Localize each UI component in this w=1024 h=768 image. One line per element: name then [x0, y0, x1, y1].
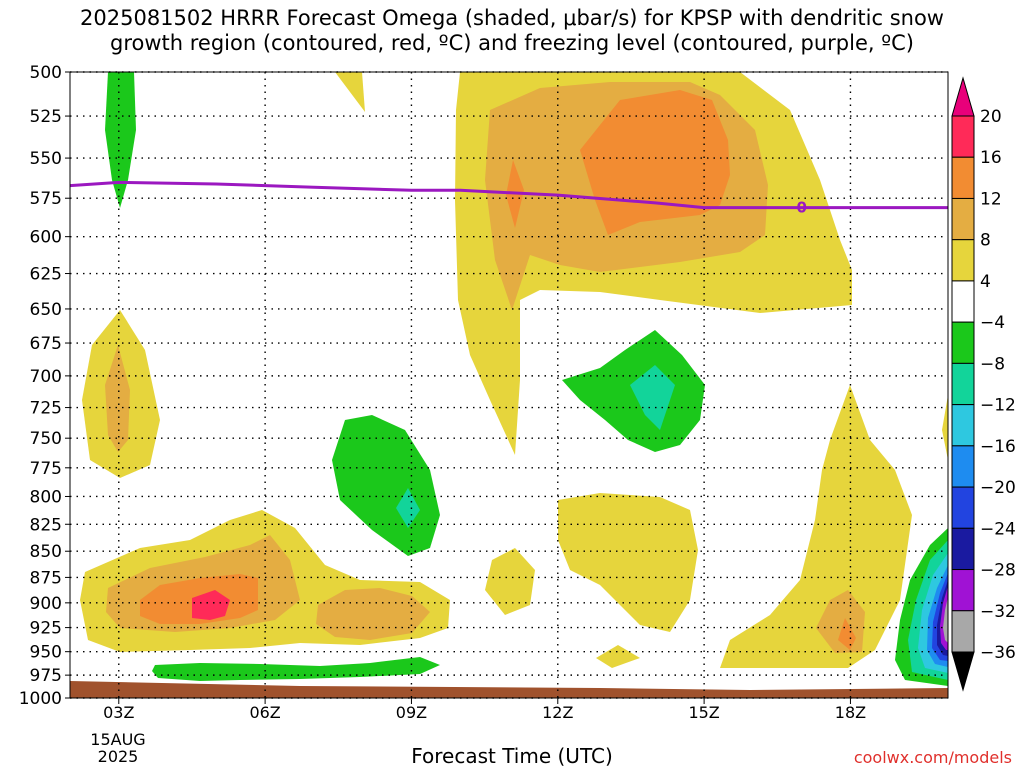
omega-region-positive — [192, 590, 230, 620]
omega-region-negative — [943, 597, 948, 643]
omega-region-negative — [105, 72, 136, 208]
y-tick-label: 875 — [30, 568, 62, 588]
y-tick-label: 675 — [30, 334, 62, 354]
grid — [70, 71, 948, 699]
date-line-2: 2025 — [98, 747, 139, 766]
colorbar-swatch — [951, 569, 975, 612]
colorbar-level-label: −8 — [980, 354, 1005, 374]
colorbar-swatch — [951, 321, 975, 364]
x-tick-label: 15Z — [688, 703, 719, 722]
colorbar-level-label: 12 — [980, 189, 1002, 209]
y-tick-label: 775 — [30, 459, 62, 479]
y-tick-label: 525 — [30, 107, 62, 127]
colorbar-swatch — [951, 362, 975, 406]
omega-region-positive — [558, 493, 698, 632]
omega-region-negative — [332, 415, 440, 556]
y-tick-label: 975 — [30, 666, 62, 686]
colorbar-swatch — [951, 445, 975, 488]
omega-region-negative — [630, 365, 675, 430]
omega-region-positive — [942, 395, 948, 460]
colorbar-top-arrow — [951, 76, 975, 117]
omega-region-negative — [152, 657, 440, 681]
colorbar-level-label: −32 — [980, 602, 1016, 622]
x-tick-label: 09Z — [396, 703, 427, 722]
colorbar-swatch — [951, 527, 975, 571]
y-axis: 500 525 550 575 600 625 650 675 700 725 750 775 800 8… — [19, 63, 70, 709]
colorbar-swatch — [951, 115, 975, 158]
freezing-level-line — [69, 180, 948, 210]
y-tick-label: 750 — [30, 429, 62, 449]
colorbar-level-label: −20 — [980, 478, 1016, 498]
y-tick-label: 1000 — [19, 689, 62, 709]
y-tick-label: 900 — [30, 594, 62, 614]
title-line-2: growth region (contoured, red, ºC) and f… — [110, 31, 914, 55]
date-line-1: 15AUG — [90, 730, 145, 749]
omega-region-negative — [396, 488, 420, 528]
y-tick-label: 600 — [30, 228, 62, 248]
y-tick-label: 700 — [30, 367, 62, 387]
colorbar-level-label: −4 — [980, 313, 1005, 333]
y-tick-label: 850 — [30, 542, 62, 562]
colorbar-swatch — [951, 610, 975, 653]
omega-region-positive — [838, 618, 856, 650]
ground-surface — [70, 681, 948, 698]
colorbar: 20 16 12 8 4 −4 −8 −12 −16 −20 −24 −28 −32 −36 — [951, 76, 1016, 692]
y-tick-label: 550 — [30, 149, 62, 169]
y-tick-label: 925 — [30, 619, 62, 639]
omega-region-positive — [596, 645, 640, 668]
x-tick-label: 06Z — [249, 703, 280, 722]
colorbar-swatch — [951, 404, 975, 447]
x-tick-label: 18Z — [835, 703, 866, 722]
colorbar-level-label: −16 — [980, 437, 1016, 457]
x-tick-label: 12Z — [542, 703, 573, 722]
colorbar-level-label: −12 — [980, 396, 1016, 416]
x-axis: 03Z 06Z 09Z 12Z 15Z 18Z — [103, 698, 866, 722]
y-tick-label: 800 — [30, 487, 62, 507]
y-tick-label: 575 — [30, 189, 62, 209]
freezing-level-contour: 0 — [69, 180, 948, 217]
y-tick-label: 650 — [30, 300, 62, 320]
omega-shading — [70, 72, 948, 698]
y-tick-label: 950 — [30, 643, 62, 663]
colorbar-level-label: 20 — [980, 107, 1002, 127]
omega-region-positive — [485, 548, 535, 615]
colorbar-swatch — [951, 280, 975, 323]
colorbar-level-label: 16 — [980, 148, 1002, 168]
colorbar-swatch — [951, 239, 975, 282]
colorbar-level-label: 8 — [980, 231, 991, 251]
y-tick-label: 725 — [30, 399, 62, 419]
omega-region-positive — [105, 345, 130, 452]
x-axis-title: Forecast Time (UTC) — [411, 744, 613, 768]
chart-title: 2025081502 HRRR Forecast Omega (shaded, … — [0, 6, 1024, 56]
y-tick-label: 825 — [30, 515, 62, 535]
colorbar-swatch — [951, 197, 975, 241]
colorbar-bottom-arrow — [951, 651, 975, 692]
omega-region-positive — [335, 72, 365, 112]
colorbar-level-label: −36 — [980, 643, 1016, 663]
colorbar-level-label: −28 — [980, 561, 1016, 581]
omega-region-positive — [720, 385, 912, 668]
y-tick-label: 500 — [30, 63, 62, 83]
colorbar-level-label: 4 — [980, 272, 991, 292]
credit-text: coolwx.com/models — [853, 748, 1012, 767]
plot-frame — [69, 71, 949, 699]
title-line-1: 2025081502 HRRR Forecast Omega (shaded, … — [80, 6, 944, 30]
x-tick-label: 03Z — [103, 703, 134, 722]
colorbar-level-label: −24 — [980, 519, 1016, 539]
date-label: 15AUG 2025 — [90, 730, 145, 766]
colorbar-swatch — [951, 156, 975, 199]
colorbar-swatch — [951, 486, 975, 529]
y-tick-label: 625 — [30, 265, 62, 285]
freezing-level-label: 0 — [796, 199, 806, 217]
